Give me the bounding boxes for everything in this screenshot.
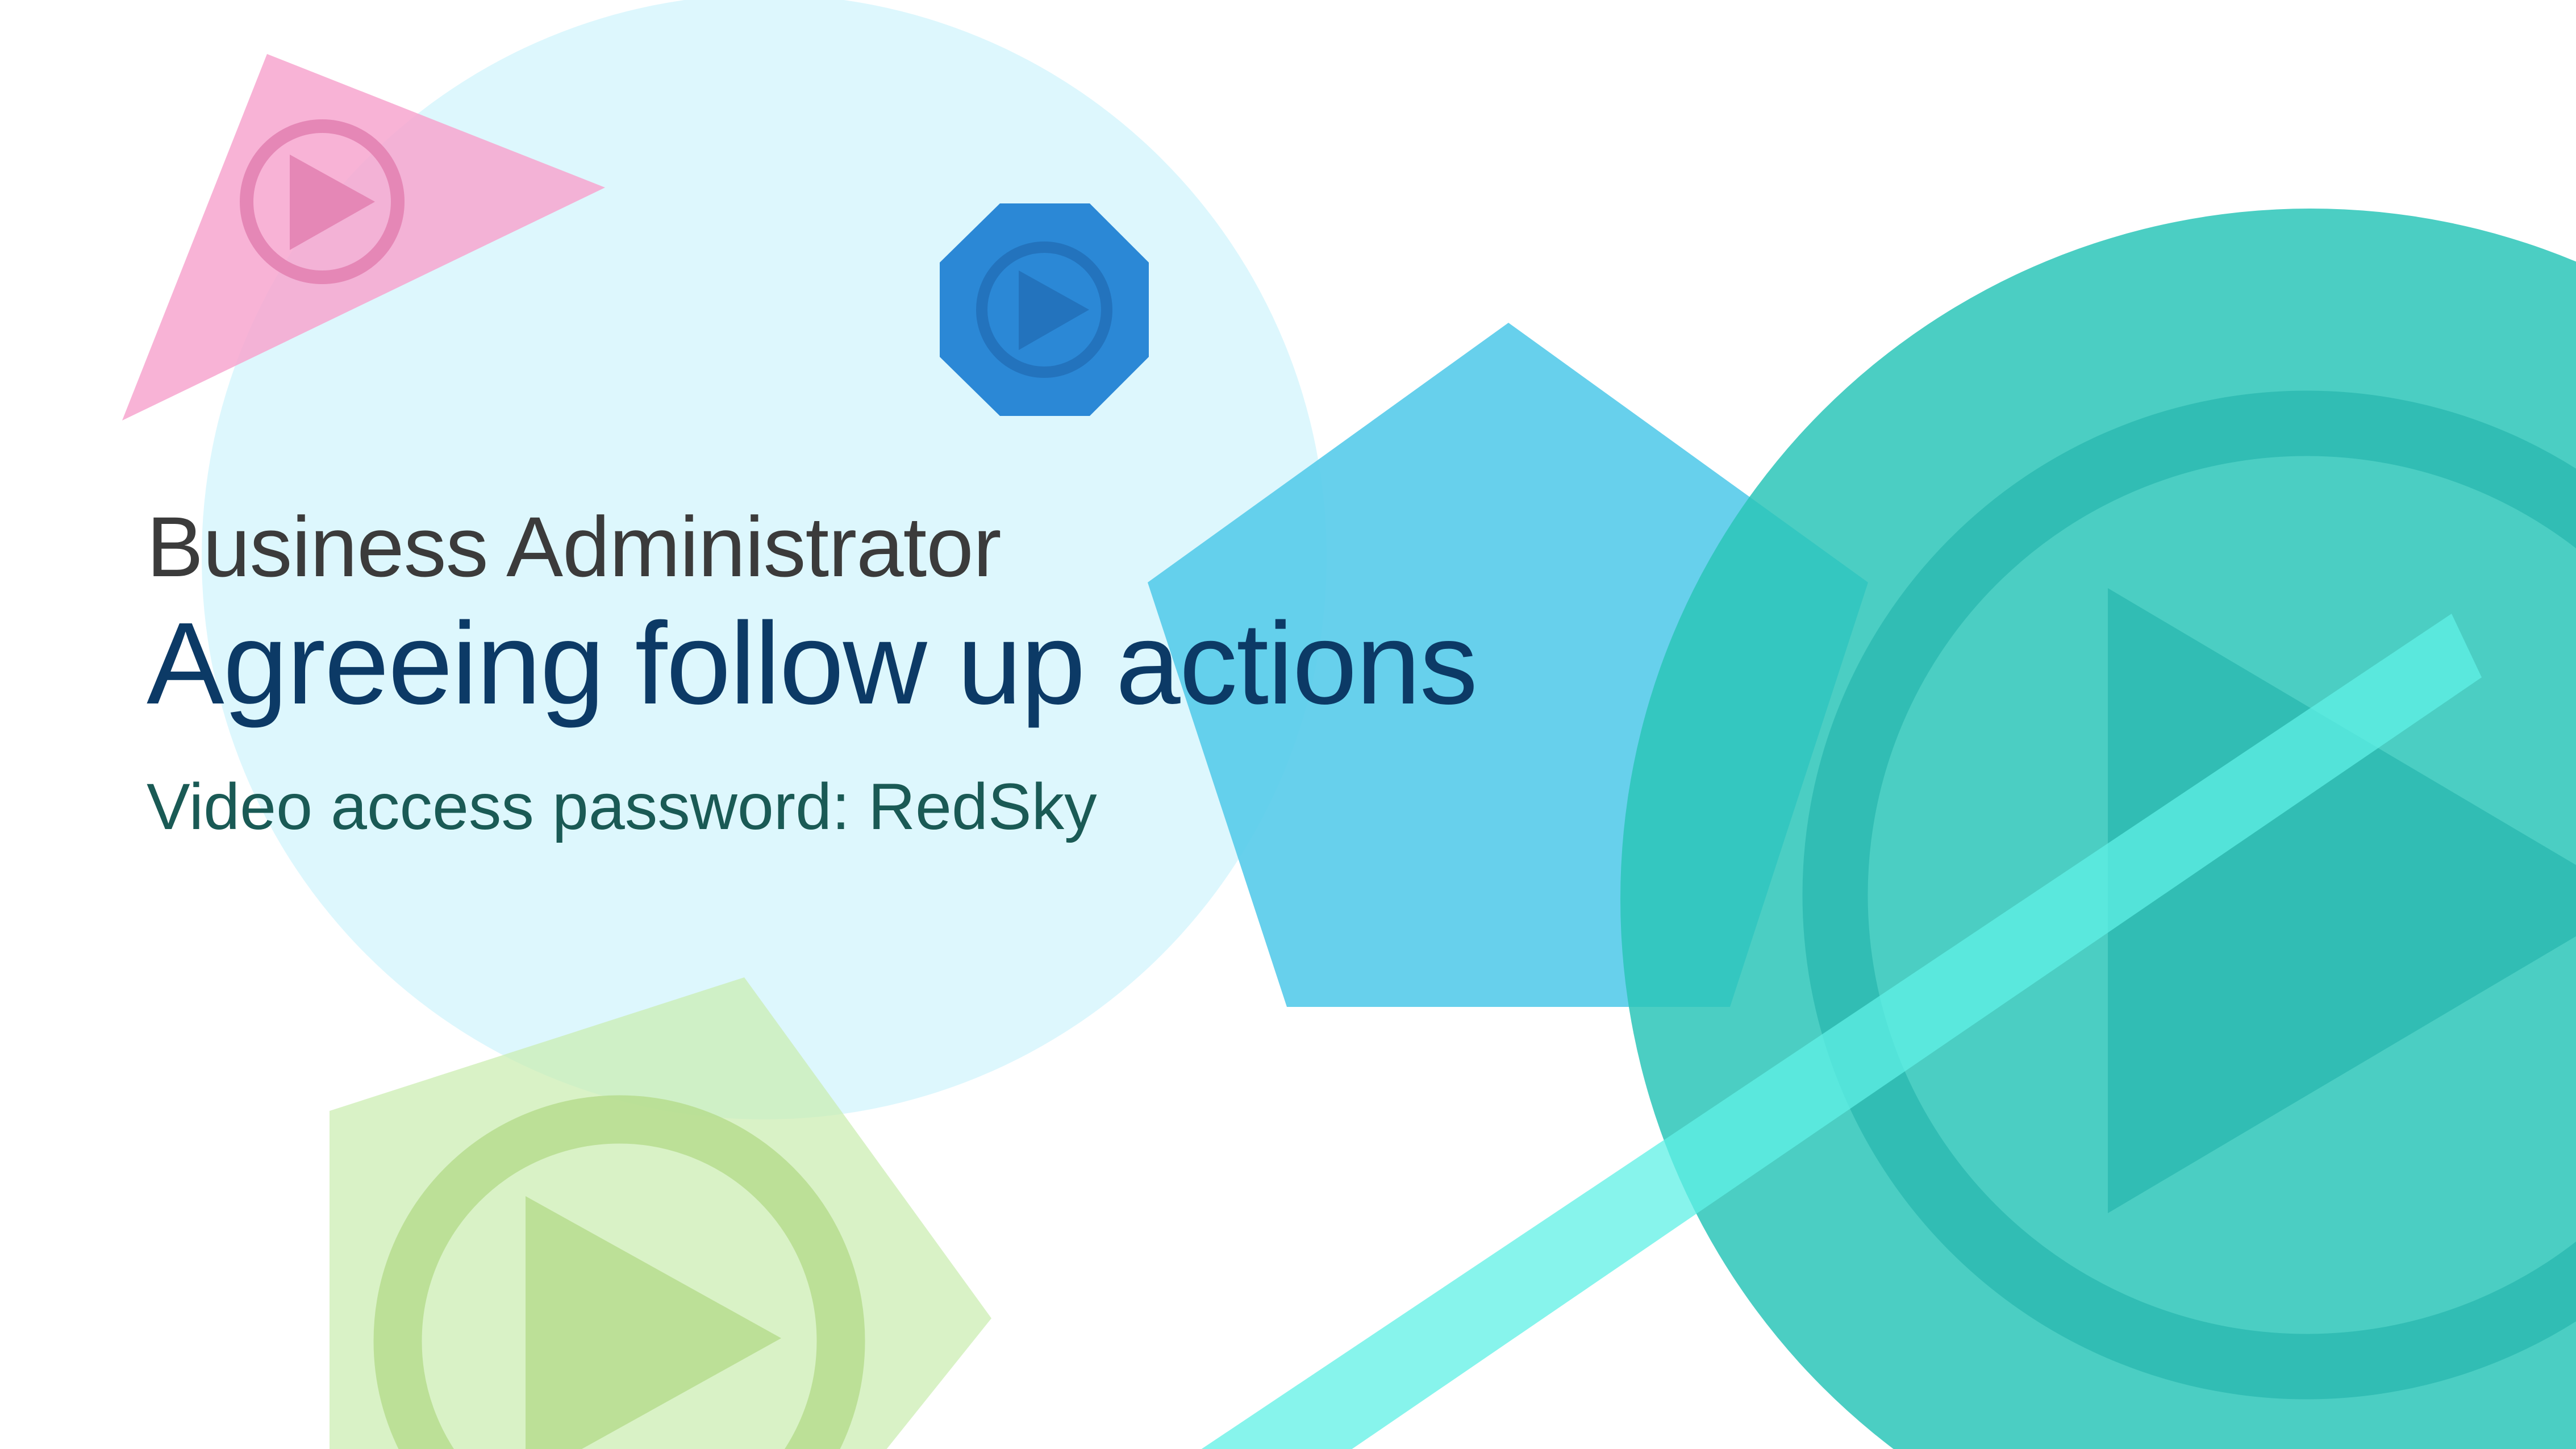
teal-circle-shape bbox=[1620, 209, 2576, 1449]
pink-triangle-shape bbox=[122, 54, 605, 420]
green-pentagon-shape bbox=[330, 977, 991, 1449]
video-password-text: Video access password: RedSky bbox=[147, 770, 1097, 843]
play-button-icon bbox=[1802, 390, 2576, 1400]
course-subtitle: Business Administrator bbox=[147, 499, 1002, 594]
title-block: Business Administrator Agreeing follow u… bbox=[147, 500, 1851, 846]
slide-title: Agreeing follow up actions bbox=[147, 598, 1478, 728]
cyan-diagonal-stripe-shape bbox=[1201, 614, 2482, 1449]
blue-octagon-shape bbox=[940, 203, 1149, 416]
play-button-icon bbox=[240, 119, 405, 284]
play-button-icon bbox=[373, 1095, 865, 1449]
play-button-icon bbox=[976, 242, 1112, 378]
